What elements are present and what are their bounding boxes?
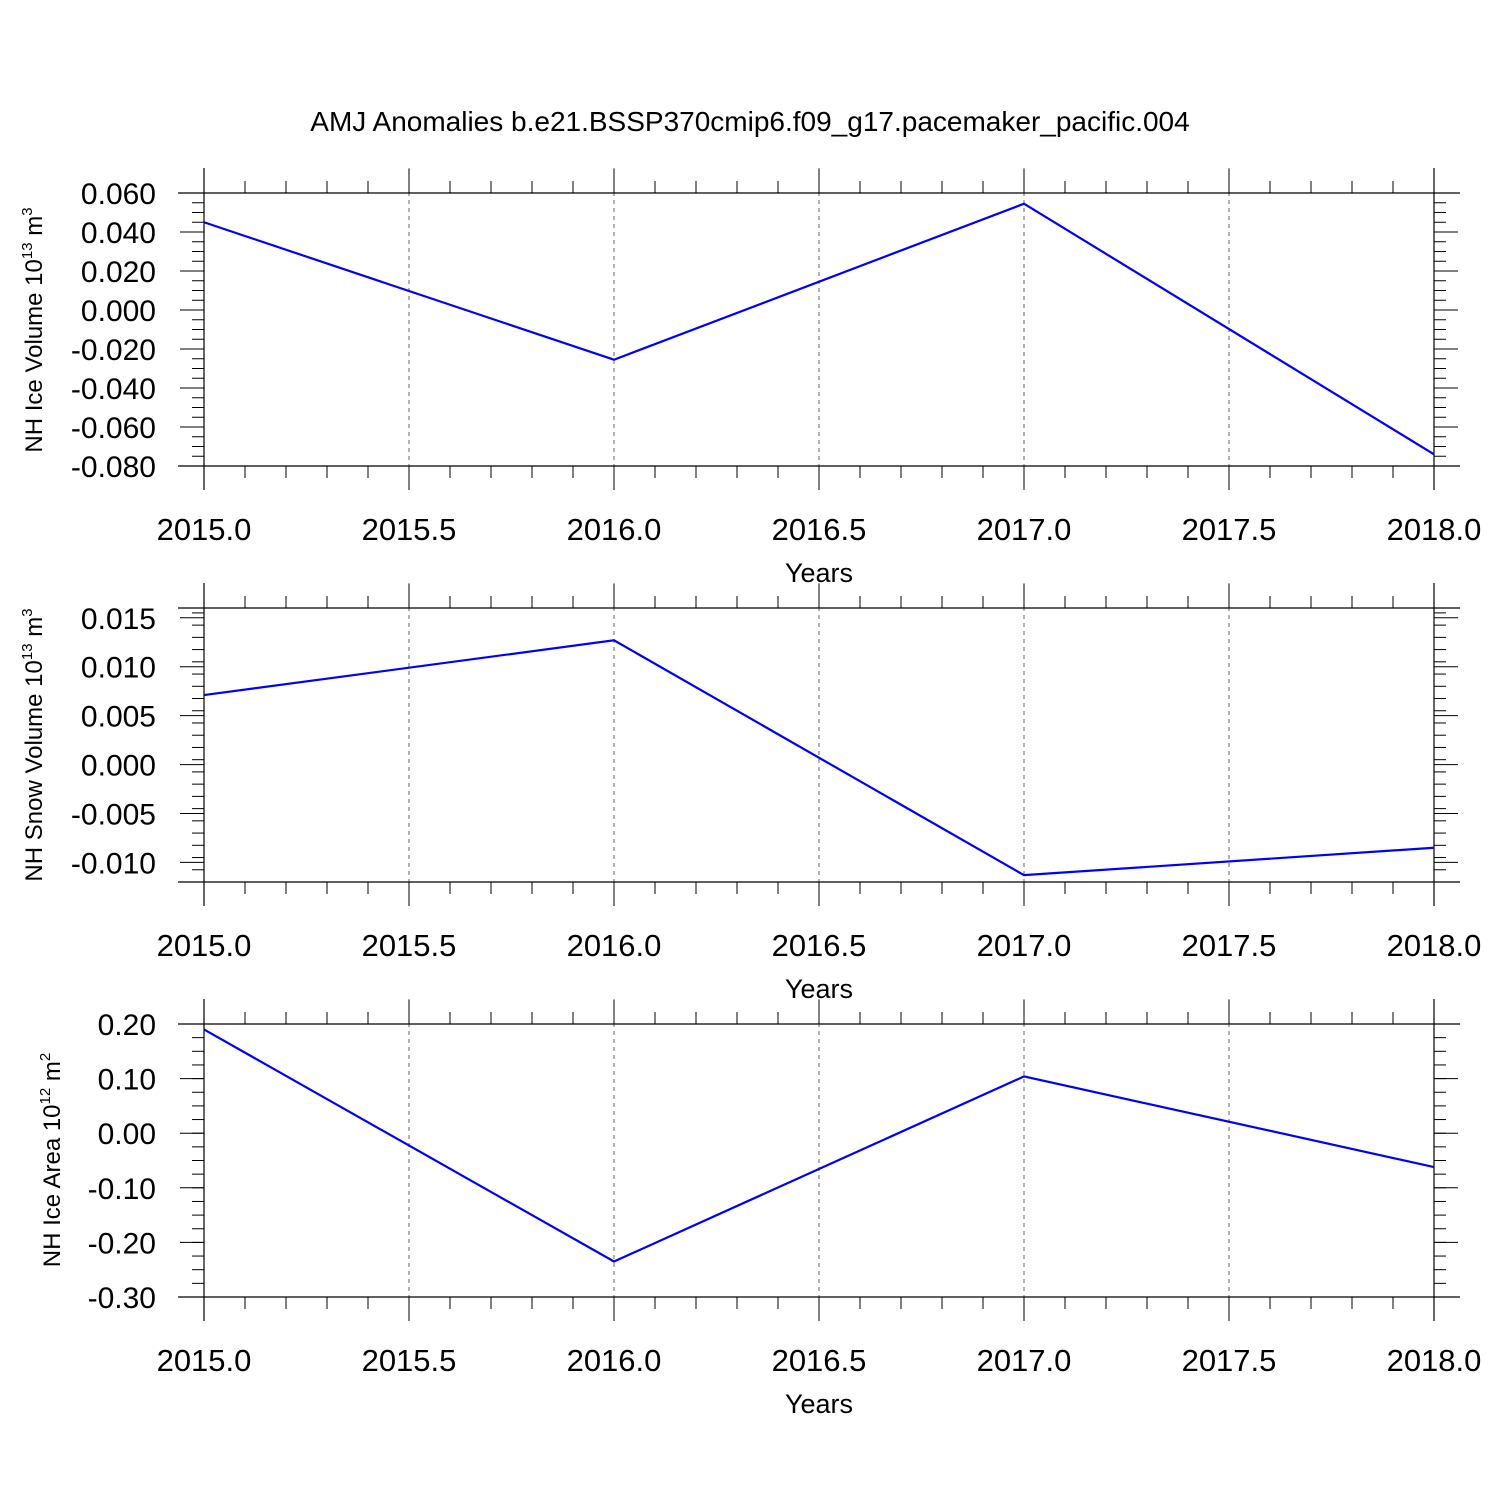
x-tick-label: 2016.0: [567, 512, 662, 547]
figure-title: AMJ Anomalies b.e21.BSSP370cmip6.f09_g17…: [310, 106, 1189, 137]
x-tick-label: 2015.5: [362, 928, 457, 963]
y-tick-label: -0.30: [88, 1282, 156, 1315]
panel-1: 0.060 0.040 0.020 0.000 -0.020 -0.040 -0.060 -0…: [19, 168, 1481, 588]
x-tick-label: 2015.0: [157, 1343, 252, 1378]
x-axis-label: Years: [785, 1389, 853, 1419]
x-tick-label: 2018.0: [1387, 1343, 1482, 1378]
x-tick-label: 2018.0: [1387, 512, 1482, 547]
y-tick-label: -0.060: [71, 412, 156, 445]
y-axis-label: NH Snow Volume 1013 m3: [19, 608, 48, 881]
y-tick-label: 0.005: [81, 701, 156, 734]
y-axis-label-exponent: 12: [37, 1088, 54, 1105]
x-tick-label: 2017.5: [1182, 512, 1277, 547]
y-tick-label: -0.020: [71, 334, 156, 367]
x-tick-label: 2016.5: [772, 1343, 867, 1378]
y-tick-label: 0.000: [81, 750, 156, 783]
panels: 0.060 0.040 0.020 0.000 -0.020 -0.040 -0.060 -0…: [19, 168, 1481, 1419]
x-tick-label: 2015.5: [362, 512, 457, 547]
y-axis-label-unit-exponent: 2: [37, 1053, 54, 1061]
y-axis-label-unit: m: [39, 1061, 66, 1088]
y-tick-label: -0.010: [71, 847, 156, 880]
x-tick-label: 2018.0: [1387, 928, 1482, 963]
y-tick-label: -0.080: [71, 451, 156, 484]
y-tick-label: -0.040: [71, 373, 156, 406]
x-tick-label: 2016.0: [567, 1343, 662, 1378]
x-tick-label: 2017.5: [1182, 1343, 1277, 1378]
y-axis-label-unit-exponent: 3: [19, 608, 36, 616]
series-line-3: [203, 1028, 1435, 1263]
y-tick-label: 0.20: [98, 1009, 156, 1042]
y-tick-label: 0.000: [81, 295, 156, 328]
y-tick-label: -0.20: [88, 1227, 156, 1260]
panel-2: 0.015 0.010 0.005 0.000 -0.005 -0.010 2015.0 20…: [19, 583, 1481, 1004]
x-tick-label: 2017.0: [977, 512, 1072, 547]
y-tick-label: 0.00: [98, 1118, 156, 1151]
y-tick-label: 0.060: [81, 178, 156, 211]
y-tick-label: 0.040: [81, 217, 156, 250]
y-axis-label: NH Ice Volume 1013 m3: [19, 207, 48, 452]
x-tick-label: 2017.0: [977, 928, 1072, 963]
x-tick-label: 2017.0: [977, 1343, 1072, 1378]
y-tick-label: -0.10: [88, 1173, 156, 1206]
y-axis-label-exponent: 13: [19, 242, 36, 259]
series-line-2: [203, 639, 1435, 877]
y-tick-label: 0.015: [81, 603, 156, 636]
y-axis-label-text: NH Ice Volume 10: [21, 259, 48, 452]
y-axis-label-unit: m: [21, 216, 48, 243]
x-tick-label: 2015.0: [157, 512, 252, 547]
y-tick-label: 0.020: [81, 256, 156, 289]
y-tick-label: 0.010: [81, 652, 156, 685]
y-axis-label-text: NH Ice Area 10: [39, 1104, 66, 1267]
x-tick-label: 2016.5: [772, 928, 867, 963]
series-line-1: [203, 202, 1435, 456]
y-tick-label: -0.005: [71, 799, 156, 832]
y-tick-label: 0.10: [98, 1064, 156, 1097]
x-tick-label: 2016.5: [772, 512, 867, 547]
y-axis-label-text: NH Snow Volume 10: [21, 660, 48, 881]
x-tick-label: 2016.0: [567, 928, 662, 963]
y-axis-label-unit: m: [21, 617, 48, 644]
y-axis-label-unit-exponent: 3: [19, 207, 36, 215]
x-tick-label: 2015.5: [362, 1343, 457, 1378]
x-tick-label: 2017.5: [1182, 928, 1277, 963]
x-tick-label: 2015.0: [157, 928, 252, 963]
y-axis-label: NH Ice Area 1012 m2: [37, 1053, 66, 1267]
y-axis-label-exponent: 13: [19, 643, 36, 660]
